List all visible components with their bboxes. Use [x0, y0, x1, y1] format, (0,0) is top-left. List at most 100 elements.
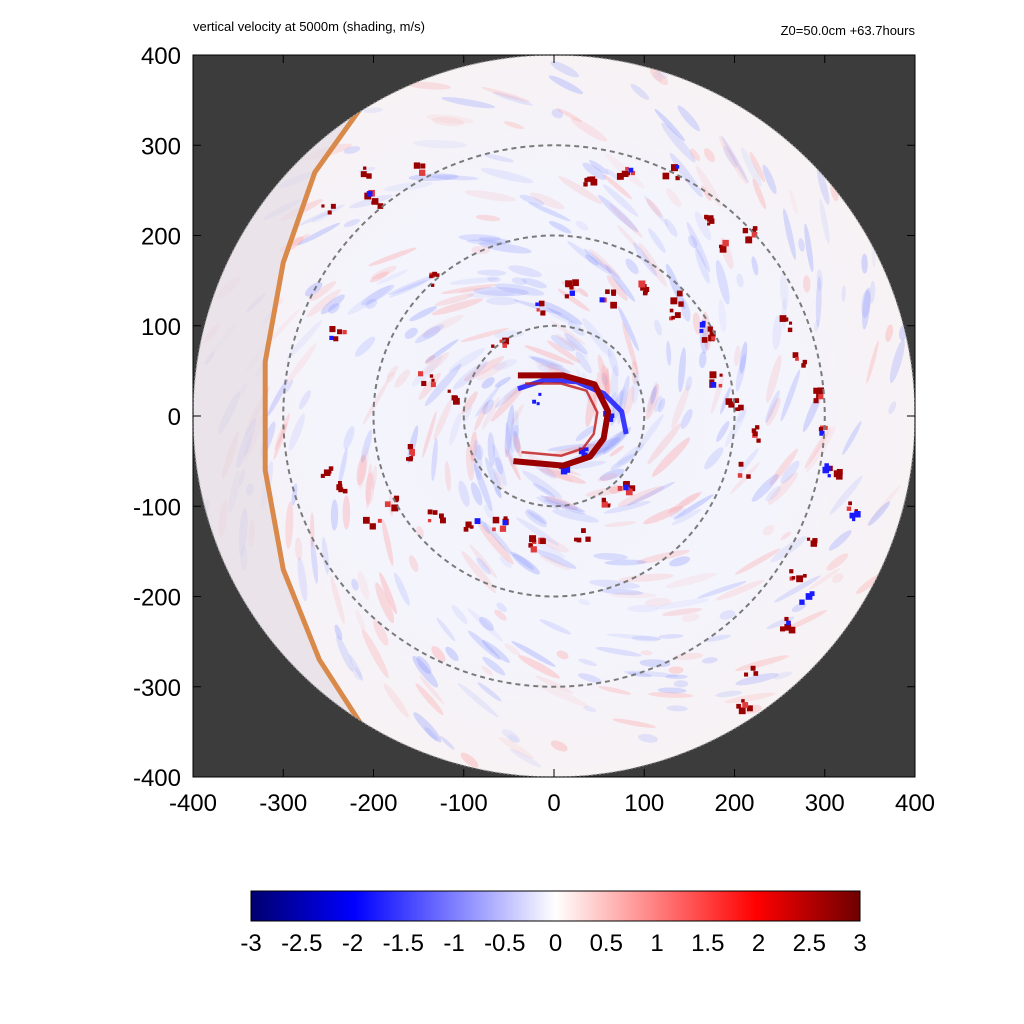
texture-streak	[783, 208, 796, 260]
texture-streak	[724, 409, 747, 448]
texture-streak	[723, 145, 738, 168]
texture-streak	[389, 280, 428, 298]
texture-streak	[582, 162, 607, 180]
texture-streak	[578, 658, 597, 666]
texture-streak	[535, 675, 574, 694]
texture-streak	[449, 277, 499, 285]
updraft-cell	[779, 315, 787, 322]
texture-streak	[548, 220, 572, 234]
texture-streak	[524, 345, 575, 365]
texture-streak	[330, 575, 345, 624]
texture-streak	[678, 492, 700, 508]
updraft-cell	[670, 297, 678, 305]
texture-streak	[606, 633, 662, 641]
texture-streak	[643, 195, 669, 227]
texture-streak	[650, 386, 657, 405]
texture-streak	[481, 639, 510, 663]
eyewall-inner-band	[521, 382, 599, 457]
texture-streak	[704, 447, 724, 470]
texture-streak	[492, 443, 507, 487]
texture-streak	[478, 241, 532, 254]
texture-streak	[508, 734, 519, 743]
downdraft-cell	[809, 591, 815, 597]
texture-streak	[441, 96, 496, 109]
texture-streak	[752, 178, 767, 210]
texture-streak	[612, 718, 656, 728]
texture-streak	[310, 538, 319, 584]
texture-streak	[516, 517, 560, 546]
texture-streak	[413, 712, 442, 743]
chart-title: vertical velocity at 5000m (shading, m/s…	[193, 19, 425, 34]
updraft-cell	[502, 343, 508, 348]
texture-streak	[476, 362, 507, 381]
updraft-cell	[431, 378, 435, 382]
updraft-cell	[701, 337, 708, 343]
downdraft-cell	[701, 320, 706, 325]
texture-streak	[505, 448, 521, 481]
texture-streak	[431, 646, 446, 663]
texture-streak	[749, 151, 766, 183]
colorbar-tick-label: -2.5	[281, 930, 322, 957]
updraft-cell	[536, 308, 540, 312]
texture-streak	[667, 491, 702, 514]
texture-streak	[733, 345, 741, 367]
texture-streak	[692, 312, 702, 335]
updraft-cell	[529, 535, 537, 543]
updraft-cell	[391, 504, 399, 512]
downdraft-cell	[538, 392, 542, 396]
texture-streak	[575, 351, 592, 374]
texture-streak	[510, 410, 519, 453]
texture-streak	[355, 336, 376, 357]
colorbar	[250, 890, 861, 922]
downdraft-cell	[699, 322, 706, 328]
updraft-cell	[452, 397, 460, 405]
y-tick-label: 200	[141, 224, 181, 251]
updraft-cell	[538, 300, 545, 307]
texture-streak	[829, 475, 863, 515]
updraft-cell	[753, 671, 759, 676]
downdraft-cell	[599, 297, 605, 303]
colorbar-tick-label: -1.5	[383, 930, 424, 957]
texture-streak	[780, 460, 800, 484]
texture-streak	[393, 572, 410, 606]
updraft-cell	[421, 380, 427, 387]
texture-streak	[658, 398, 666, 413]
downdraft-cell	[628, 167, 634, 173]
updraft-cell	[407, 443, 414, 450]
updraft-cell	[801, 363, 806, 368]
texture-streak	[585, 254, 599, 266]
texture-streak	[474, 402, 489, 431]
y-tick-label: 100	[141, 314, 181, 341]
updraft-cell	[427, 509, 433, 515]
updraft-cell	[708, 218, 715, 224]
texture-streak	[328, 303, 340, 314]
updraft-cell	[711, 336, 716, 341]
updraft-cell	[718, 383, 723, 388]
texture-streak	[352, 667, 362, 681]
updraft-cell	[813, 398, 819, 404]
texture-streak	[721, 135, 749, 184]
texture-streak	[644, 597, 672, 607]
updraft-cell	[676, 290, 683, 297]
texture-streak	[362, 377, 390, 426]
updraft-cell	[795, 357, 799, 361]
updraft-cell	[492, 527, 496, 532]
updraft-cell	[329, 326, 336, 333]
texture-streak	[377, 269, 408, 285]
texture-streak	[718, 299, 727, 333]
texture-streak	[467, 290, 515, 298]
texture-streak	[424, 727, 438, 741]
updraft-cell	[756, 438, 761, 443]
texture-streak	[550, 740, 568, 752]
downdraft-cell	[474, 518, 481, 525]
updraft-cell	[707, 326, 713, 332]
updraft-cell	[719, 373, 723, 377]
texture-streak	[735, 655, 789, 671]
updraft-cell	[323, 469, 331, 477]
texture-streak	[481, 87, 530, 102]
texture-streak	[510, 551, 535, 570]
texture-streak	[649, 68, 669, 86]
updraft-cell	[784, 616, 789, 622]
texture-streak	[518, 655, 560, 679]
